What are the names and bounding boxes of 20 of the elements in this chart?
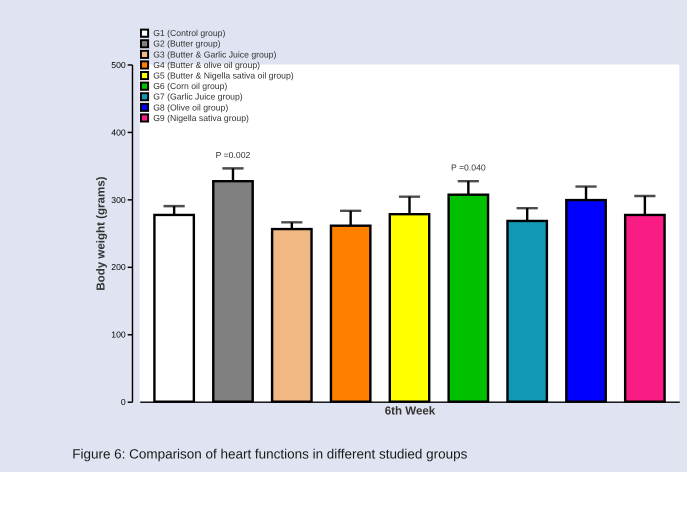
caption: Figure 6: Comparison of heart functions in different studied groups xyxy=(72,446,468,462)
x-axis-title: 6th Week xyxy=(384,406,436,418)
legend-label: G9 (Nigella sativa group) xyxy=(153,112,250,123)
y-tick-label: 0 xyxy=(120,397,126,408)
legend-label: G1 (Control group) xyxy=(153,28,226,38)
y-tick-label: 300 xyxy=(111,194,126,205)
legend-label: G4 (Butter & olive oil group) xyxy=(153,60,260,70)
y-tick-label: 500 xyxy=(111,60,126,70)
legend-label: G6 (Corn oil group) xyxy=(153,81,228,92)
legend-label: G5 (Butter & Nigella sativa oil group) xyxy=(153,70,294,80)
y-tick-label: 200 xyxy=(111,262,126,272)
annotation: P =0.040 xyxy=(450,162,486,173)
legend-label: G7 (Garlic Juice group) xyxy=(153,92,243,102)
legend-label: G2 (Butter group) xyxy=(153,38,221,49)
y-tick-label: 100 xyxy=(111,330,126,340)
y-tick-label: 400 xyxy=(111,127,126,138)
legend-label: G8 (Olive oil group) xyxy=(153,102,228,112)
legend-label: G3 (Butter & Garlic Juice group) xyxy=(153,49,276,60)
y-axis-title: Body weight (grams) xyxy=(96,176,108,291)
annotation: P =0.002 xyxy=(216,150,251,160)
